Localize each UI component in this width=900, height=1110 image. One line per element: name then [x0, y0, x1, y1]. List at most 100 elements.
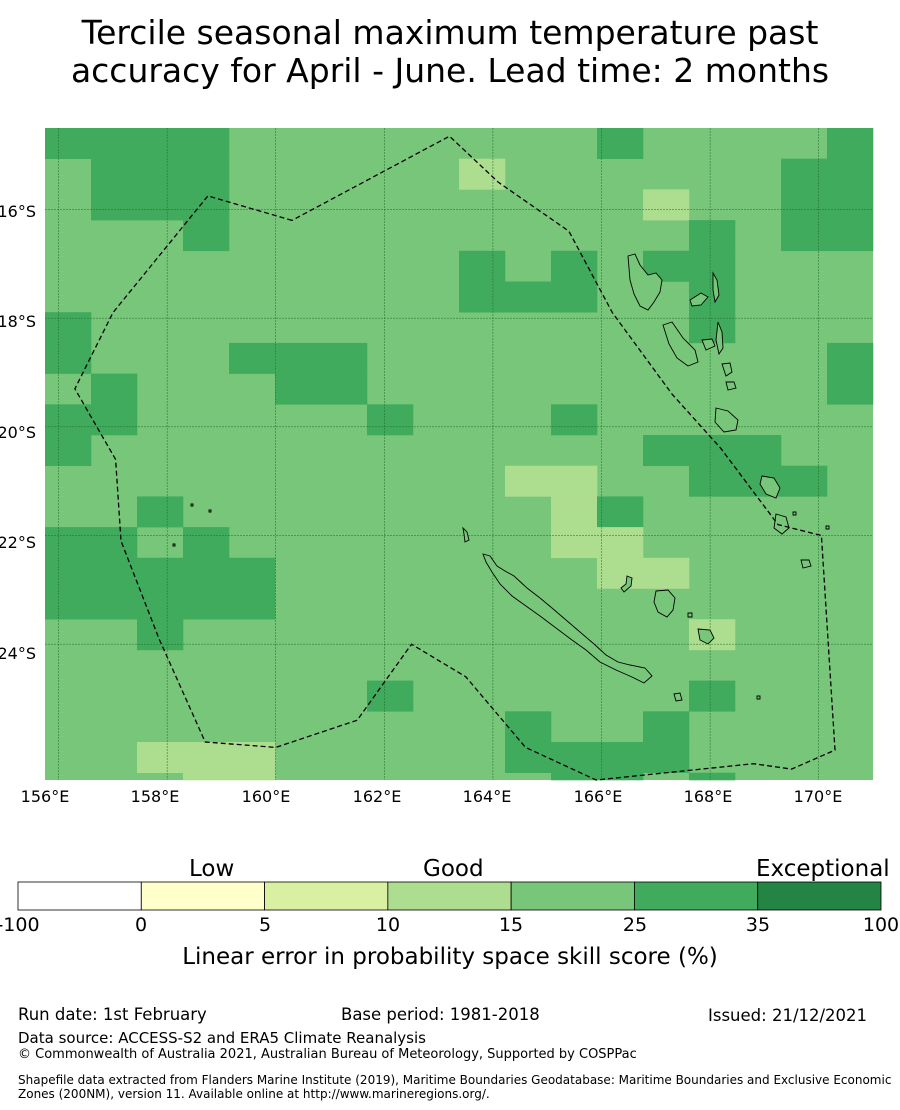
- cbar-tick-10: 10: [375, 914, 401, 936]
- y-tick-16: 16°S: [0, 202, 36, 221]
- skill-cell: [91, 404, 138, 436]
- skill-cell: [229, 772, 276, 781]
- colorbar-segment: [757, 881, 882, 911]
- skill-cell: [459, 250, 506, 282]
- island-belep: [462, 526, 470, 543]
- skill-cell: [505, 711, 552, 743]
- skill-cell: [321, 373, 368, 405]
- island-ouvea: [620, 575, 633, 593]
- x-tick-162: 162°E: [352, 787, 402, 806]
- colorbar-segment: [17, 881, 142, 911]
- eez-boundary: [74, 135, 836, 781]
- skill-cell: [183, 189, 230, 221]
- skill-cell: [367, 404, 414, 436]
- skill-cell: [827, 373, 874, 405]
- map-title: Tercile seasonal maximum temperature pas…: [0, 14, 900, 90]
- skill-cell: [91, 527, 138, 559]
- skill-cell: [551, 465, 598, 497]
- skill-cell: [183, 588, 230, 620]
- island-ambrym: [701, 338, 716, 351]
- cbar-tick-m100: -100: [0, 914, 40, 936]
- skill-cell: [643, 557, 690, 589]
- island-chesterfield-2: [208, 509, 212, 513]
- skill-cell: [597, 128, 644, 159]
- skill-cell: [459, 281, 506, 313]
- skill-cell: [229, 588, 276, 620]
- island-shepherd: [725, 381, 737, 391]
- skill-cell: [689, 220, 736, 252]
- skill-cell: [183, 220, 230, 252]
- island-pentecost: [715, 321, 724, 356]
- skill-cell: [689, 772, 736, 781]
- island-ambae: [689, 292, 709, 307]
- skill-cell: [643, 435, 690, 466]
- skill-cell: [45, 312, 92, 344]
- skill-cell: [183, 128, 230, 159]
- skill-cell: [505, 742, 552, 773]
- skill-cell: [45, 404, 92, 436]
- skill-cell: [183, 772, 230, 781]
- skill-cell: [45, 557, 92, 589]
- y-tick-20: 20°S: [0, 423, 36, 442]
- skill-cell: [827, 220, 874, 252]
- skill-cell: [643, 189, 690, 221]
- skill-cell: [229, 342, 276, 374]
- cbar-tick-5: 5: [258, 914, 272, 936]
- skill-cell: [321, 342, 368, 374]
- cbar-tick-25: 25: [622, 914, 648, 936]
- skill-cell: [45, 588, 92, 620]
- skill-cell: [183, 742, 230, 773]
- skill-cell: [45, 128, 92, 159]
- cbar-tick-35: 35: [745, 914, 771, 936]
- island-lifou: [653, 589, 676, 618]
- skill-cell: [689, 312, 736, 344]
- x-tick-158: 158°E: [130, 787, 180, 806]
- colorbar-boxes: [17, 881, 882, 911]
- island-efate: [714, 407, 739, 433]
- island-maewo: [712, 271, 720, 304]
- skill-cell: [137, 496, 184, 528]
- island-mare: [697, 628, 715, 645]
- skill-cell: [689, 680, 736, 712]
- skill-cell: [781, 465, 828, 497]
- category-exceptional: Exceptional: [756, 856, 890, 882]
- skill-cell: [45, 435, 92, 466]
- category-low: Low: [189, 856, 235, 882]
- skill-cell: [827, 128, 874, 159]
- skill-cell: [689, 250, 736, 282]
- skill-cell: [45, 342, 92, 374]
- skill-cell: [137, 557, 184, 589]
- y-tick-24: 24°S: [0, 644, 36, 663]
- skill-cell: [597, 772, 644, 781]
- skill-cell: [275, 373, 322, 405]
- island-epi: [721, 362, 733, 377]
- skill-cell: [183, 557, 230, 589]
- title-line-1: Tercile seasonal maximum temperature pas…: [81, 13, 819, 52]
- run-date: Run date: 1st February: [18, 1005, 207, 1024]
- x-tick-170: 170°E: [793, 787, 843, 806]
- skill-cell: [137, 128, 184, 159]
- skill-cell: [137, 189, 184, 221]
- cbar-tick-0: 0: [134, 914, 148, 936]
- colorbar-label: Linear error in probability space skill …: [182, 944, 718, 970]
- skill-cell: [689, 465, 736, 497]
- x-tick-164: 164°E: [462, 787, 512, 806]
- skill-cell: [551, 527, 598, 559]
- skill-cell: [551, 742, 598, 773]
- category-good: Good: [423, 856, 484, 882]
- skill-cell: [643, 742, 690, 773]
- skill-cell: [91, 128, 138, 159]
- cbar-tick-100: 100: [862, 914, 900, 936]
- skill-cell: [459, 158, 506, 190]
- skill-cell: [827, 342, 874, 374]
- skill-cell: [91, 158, 138, 190]
- island-malekula: [662, 321, 699, 367]
- skill-cell: [827, 189, 874, 221]
- skill-cell: [735, 435, 782, 466]
- skill-cell: [597, 496, 644, 528]
- issued-date: Issued: 21/12/2021: [708, 1006, 868, 1025]
- skill-cell: [827, 158, 874, 190]
- x-tick-166: 166°E: [573, 787, 623, 806]
- skill-cell: [45, 527, 92, 559]
- skill-cell: [597, 557, 644, 589]
